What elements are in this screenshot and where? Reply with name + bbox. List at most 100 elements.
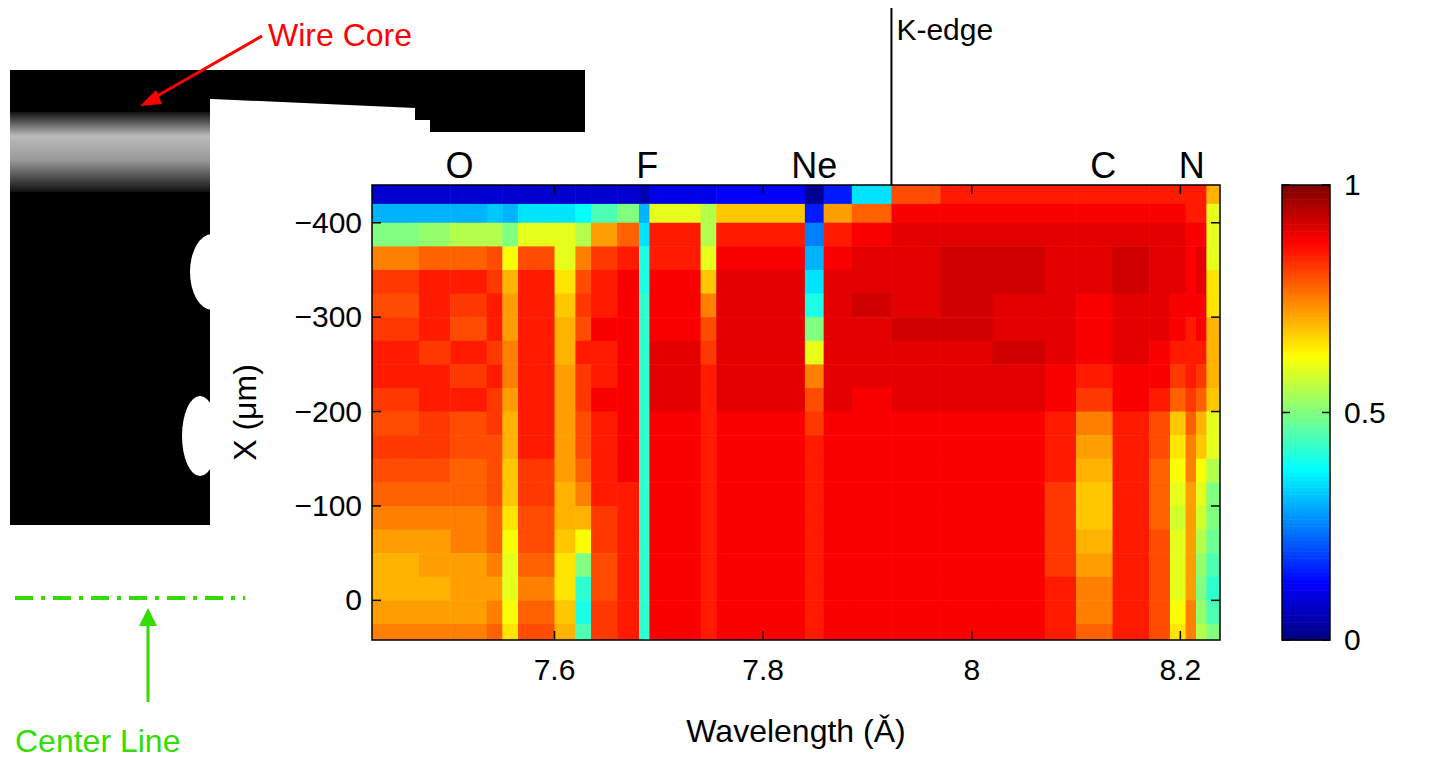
heatmap-cell: [1170, 577, 1186, 601]
heatmap-cell: [649, 204, 701, 223]
heatmap-cell: [1045, 577, 1077, 601]
heatmap-cell: [487, 204, 503, 223]
heatmap-cell: [1149, 294, 1170, 318]
heatmap-cell: [1196, 204, 1207, 223]
colorbar-step: [1282, 384, 1330, 388]
heatmap-cell: [575, 185, 591, 204]
colorbar-step: [1282, 349, 1330, 353]
colorbar-step: [1282, 253, 1330, 257]
heatmap-cell: [419, 530, 451, 554]
colorbar-tick: [1322, 184, 1330, 186]
heatmap-cell: [1196, 600, 1207, 624]
colorbar-step: [1282, 601, 1330, 605]
heatmap-cell: [649, 223, 701, 247]
heatmap-cell: [1170, 553, 1186, 577]
heatmap-cell: [1186, 270, 1197, 294]
heatmap-cell: [575, 412, 591, 436]
heatmap-cell: [824, 204, 853, 223]
heatmap-cell: [993, 459, 1046, 483]
heatmap-cell: [1170, 600, 1186, 624]
heatmap-cell: [940, 577, 993, 601]
heatmap-cell: [617, 341, 639, 365]
heatmap-cell: [649, 624, 701, 640]
heatmap-cell: [1206, 294, 1220, 318]
colorbar-step: [1282, 526, 1330, 530]
heatmap-cell: [639, 624, 650, 640]
heatmap-cell: [649, 553, 701, 577]
heatmap-cell: [940, 506, 993, 530]
colorbar-step: [1282, 508, 1330, 512]
heatmap-cell: [555, 435, 576, 459]
heatmap-cell: [701, 553, 717, 577]
heatmap-cell: [487, 624, 503, 640]
k-edge-line: [890, 8, 892, 185]
heatmap-cell: [824, 482, 853, 506]
heatmap-cell: [518, 412, 555, 436]
heatmap-cell: [617, 246, 639, 270]
heatmap-cell: [940, 482, 993, 506]
heatmap-cell: [891, 412, 941, 436]
heatmap-cell: [639, 482, 650, 506]
heatmap-cell: [649, 388, 701, 412]
heatmap-cell: [450, 388, 487, 412]
heatmap-cell: [372, 341, 419, 365]
colorbar-step: [1282, 373, 1330, 377]
heatmap-cell: [575, 459, 591, 483]
colorbar-step: [1282, 352, 1330, 356]
heatmap-cell: [639, 204, 650, 223]
heatmap-cell: [1196, 530, 1207, 554]
colorbar-step: [1282, 569, 1330, 573]
heatmap-cell: [891, 624, 941, 640]
heatmap-cell: [1196, 270, 1207, 294]
heatmap-cell: [1186, 317, 1197, 341]
colorbar-tick: [1282, 412, 1290, 414]
heatmap-cell: [555, 185, 576, 204]
heatmap-cell: [1170, 412, 1186, 436]
colorbar-step: [1282, 462, 1330, 466]
heatmap-cell: [1170, 270, 1186, 294]
colorbar-step: [1282, 615, 1330, 619]
heatmap-cell: [487, 246, 503, 270]
heatmap-cell: [1113, 341, 1150, 365]
heatmap-cell: [824, 388, 853, 412]
heatmap-cell: [518, 435, 555, 459]
heatmap-cell: [1076, 341, 1113, 365]
heatmap-cell: [487, 388, 503, 412]
colorbar-step: [1282, 270, 1330, 274]
heatmap-cell: [1186, 388, 1197, 412]
heatmap-cell: [716, 294, 805, 318]
y-tick-label: −100: [294, 489, 362, 522]
heatmap-cell: [891, 246, 941, 270]
colorbar-tick-label: 1: [1344, 168, 1361, 201]
heatmap-cell: [575, 624, 591, 640]
heatmap-cell: [419, 506, 451, 530]
heatmap-cell: [716, 553, 805, 577]
y-axis-title: X (μm): [227, 364, 263, 461]
colorbar-step: [1282, 203, 1330, 207]
colorbar-step: [1282, 544, 1330, 548]
heatmap-cell: [555, 506, 576, 530]
heatmap-cell: [1206, 223, 1220, 247]
heatmap-cell: [487, 459, 503, 483]
heatmap-cell: [1076, 388, 1113, 412]
heatmap-cell: [1206, 317, 1220, 341]
heatmap-cell: [487, 317, 503, 341]
colorbar-step: [1282, 313, 1330, 317]
heatmap-cell: [487, 341, 503, 365]
colorbar-step: [1282, 416, 1330, 420]
heatmap-cell: [1170, 294, 1186, 318]
colorbar-step: [1282, 551, 1330, 555]
heatmap-cell: [716, 185, 805, 204]
heatmap-cell: [993, 270, 1046, 294]
heatmap-cell: [502, 530, 518, 554]
y-tick: [1211, 505, 1220, 507]
heatmap-cell: [1149, 459, 1170, 483]
heatmap-cell: [575, 577, 591, 601]
heatmap-cell: [993, 388, 1046, 412]
center-line-arrowhead: [139, 608, 157, 626]
heatmap-cell: [419, 553, 451, 577]
heatmap-cell: [518, 270, 555, 294]
heatmap-cell: [575, 364, 591, 388]
heatmap-cell: [824, 246, 853, 270]
heatmap-cell: [649, 317, 701, 341]
